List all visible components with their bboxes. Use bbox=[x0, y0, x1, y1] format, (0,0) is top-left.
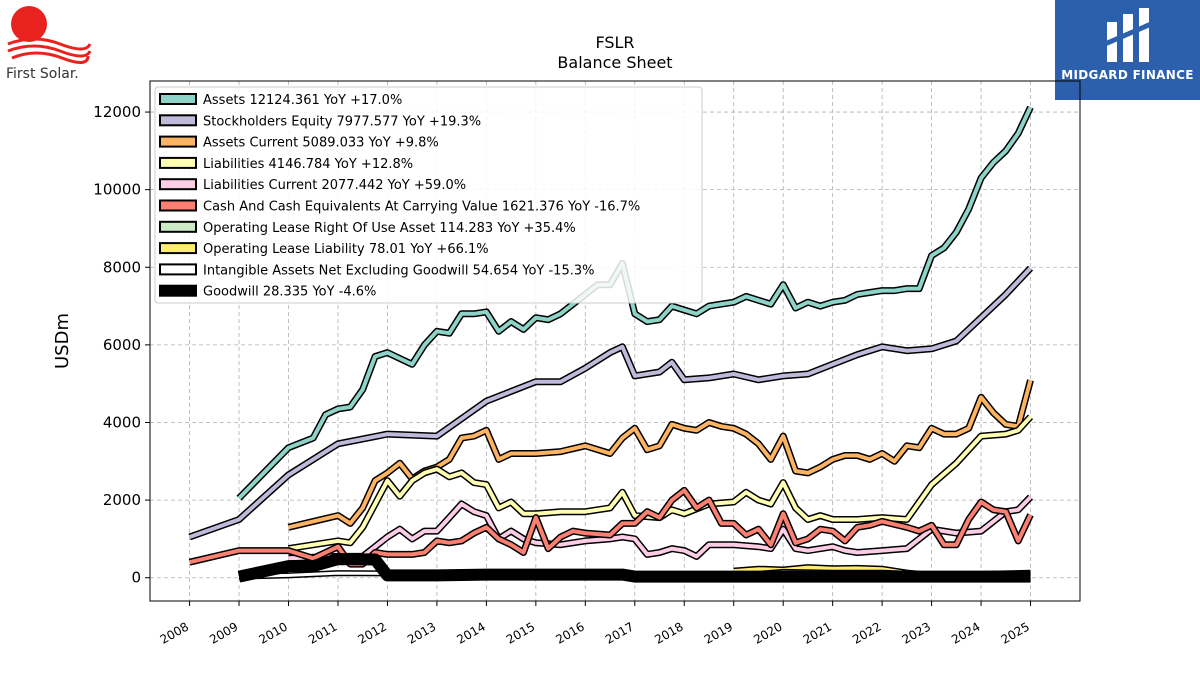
series-liabilities-current bbox=[288, 494, 1034, 562]
legend-item-intangible-assets-net-excluding-goodwill: Intangible Assets Net Excluding Goodwill… bbox=[159, 263, 594, 278]
legend-item-assets-current: Assets Current 5089.033 YoY +9.8% bbox=[159, 135, 439, 151]
legend-item-goodwill: Goodwill 28.335 YoY -4.6% bbox=[159, 284, 376, 300]
midgard-finance-wordmark: MIDGARD FINANCE bbox=[1061, 68, 1194, 82]
series-line bbox=[189, 488, 1033, 567]
x-tick-label: 2022 bbox=[850, 619, 883, 646]
legend-item-stockholders-equity: Stockholders Equity 7977.577 YoY +19.3% bbox=[159, 114, 481, 129]
series-goodwill bbox=[237, 553, 1031, 583]
midgard-finance-logo: MIDGARD FINANCE bbox=[1055, 0, 1200, 100]
series-lines bbox=[188, 105, 1034, 583]
x-tick-label: 2009 bbox=[207, 619, 240, 646]
legend-swatch bbox=[159, 242, 197, 255]
legend-swatch bbox=[159, 263, 197, 276]
y-tick-label: 0 bbox=[131, 569, 141, 587]
chart-subtitle: Balance Sheet bbox=[557, 53, 672, 72]
series-line bbox=[188, 266, 1032, 539]
legend-label: Cash And Cash Equivalents At Carrying Va… bbox=[203, 200, 640, 215]
x-tick-label: 2021 bbox=[801, 619, 834, 646]
series-line bbox=[238, 554, 1031, 582]
series-stockholders-equity bbox=[188, 265, 1034, 541]
legend-swatch bbox=[159, 178, 197, 191]
legend-swatch bbox=[159, 220, 197, 233]
x-tick-label: 2017 bbox=[603, 619, 636, 646]
x-tick-label: 2008 bbox=[158, 619, 191, 646]
legend-swatch bbox=[159, 156, 197, 169]
x-tick-label: 2020 bbox=[751, 619, 784, 646]
series-line bbox=[288, 495, 1032, 561]
legend-swatch bbox=[159, 284, 197, 297]
y-tick-label: 6000 bbox=[103, 336, 141, 354]
legend-swatch bbox=[159, 135, 197, 148]
legend-label: Stockholders Equity 7977.577 YoY +19.3% bbox=[203, 114, 481, 129]
legend-item-liabilities: Liabilities 4146.784 YoY +12.8% bbox=[159, 156, 413, 172]
legend-label: Liabilities 4146.784 YoY +12.8% bbox=[203, 157, 413, 172]
legend-item-operating-lease-right-of-use-asset: Operating Lease Right Of Use Asset 114.2… bbox=[159, 220, 576, 236]
series-line bbox=[288, 415, 1032, 551]
x-tick-label: 2018 bbox=[652, 619, 685, 646]
x-tick-label: 2011 bbox=[306, 619, 339, 646]
first-solar-wordmark: First Solar. bbox=[6, 66, 79, 82]
y-tick-label: 12000 bbox=[93, 103, 141, 121]
x-tick-label: 2015 bbox=[504, 619, 537, 646]
y-tick-label: 10000 bbox=[93, 181, 141, 199]
y-tick-label: 8000 bbox=[103, 258, 141, 276]
legend-item-assets: Assets 12124.361 YoY +17.0% bbox=[159, 93, 402, 108]
series-assets bbox=[236, 105, 1034, 501]
first-solar-logo: First Solar. bbox=[4, 4, 100, 84]
series-liabilities bbox=[287, 414, 1034, 553]
plot-frame bbox=[149, 80, 1081, 602]
legend-label: Assets 12124.361 YoY +17.0% bbox=[203, 93, 402, 108]
legend-item-liabilities-current: Liabilities Current 2077.442 YoY +59.0% bbox=[159, 178, 466, 193]
y-tick-label: 2000 bbox=[103, 491, 141, 509]
series-cash-and-cash-equivalents-at-carrying-value bbox=[188, 486, 1034, 568]
legend-swatch bbox=[159, 93, 197, 105]
x-tick-label: 2019 bbox=[702, 619, 735, 646]
legend-label: Intangible Assets Net Excluding Goodwill… bbox=[203, 263, 594, 278]
series-line bbox=[237, 106, 1033, 500]
legend-swatch bbox=[159, 199, 197, 212]
x-tick-label: 2012 bbox=[355, 619, 388, 646]
x-tick-label: 2014 bbox=[454, 619, 487, 646]
x-tick-label: 2016 bbox=[553, 619, 586, 646]
legend-item-cash-and-cash-equivalents-at-carrying-value: Cash And Cash Equivalents At Carrying Va… bbox=[159, 199, 640, 215]
legend-frame bbox=[154, 86, 703, 304]
legend-label: Goodwill 28.335 YoY -4.6% bbox=[203, 285, 376, 300]
legend-label: Operating Lease Right Of Use Asset 114.2… bbox=[203, 221, 576, 236]
x-tick-label: 2025 bbox=[999, 619, 1032, 646]
legend-item-operating-lease-liability: Operating Lease Liability 78.01 YoY +66.… bbox=[159, 242, 489, 257]
chart-title: FSLR bbox=[595, 33, 634, 52]
x-tick-label: 2010 bbox=[257, 619, 290, 646]
x-tick-label: 2024 bbox=[949, 619, 982, 646]
legend-swatch bbox=[159, 114, 197, 127]
legend-label: Liabilities Current 2077.442 YoY +59.0% bbox=[203, 178, 466, 193]
y-tick-label: 4000 bbox=[103, 413, 141, 431]
midgard-emblem-icon bbox=[1104, 8, 1152, 62]
y-axis-label: USDm bbox=[52, 313, 73, 369]
series-line-outline bbox=[188, 265, 1034, 541]
legend-label: Operating Lease Liability 78.01 YoY +66.… bbox=[203, 242, 489, 257]
x-axis-ticks: 2008 2009 2010 2011 2012 2013 2014 2015 2016 2017… bbox=[158, 601, 1032, 647]
x-tick-label: 2013 bbox=[405, 619, 438, 646]
chart-legend: Assets 12124.361 YoY +17.0% Stockholders … bbox=[154, 86, 703, 304]
sun-icon bbox=[7, 6, 92, 64]
legend-label: Assets Current 5089.033 YoY +9.8% bbox=[203, 136, 439, 151]
x-tick-label: 2023 bbox=[900, 619, 933, 646]
y-axis-ticks: 0 2000 4000 6000 8000 10000 12000 bbox=[93, 103, 150, 587]
